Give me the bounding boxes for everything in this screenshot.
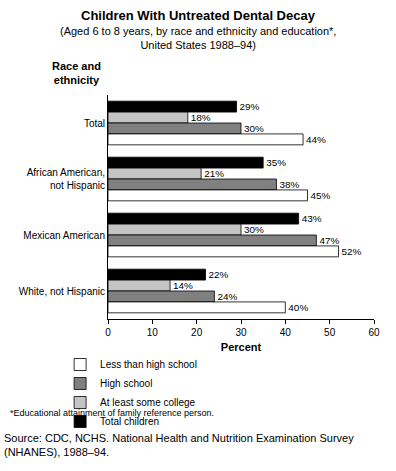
svg-text:50: 50 (324, 327, 336, 338)
svg-text:18%: 18% (191, 112, 211, 123)
svg-text:45%: 45% (311, 190, 331, 201)
svg-text:29%: 29% (240, 101, 260, 112)
svg-text:24%: 24% (217, 291, 237, 302)
svg-text:38%: 38% (279, 179, 299, 190)
svg-text:Source: CDC, NCHS. National He: Source: CDC, NCHS. National Health and N… (4, 432, 354, 458)
svg-text:*Educational attainment of fam: *Educational attainment of family refere… (10, 408, 214, 418)
svg-text:30%: 30% (244, 123, 264, 134)
svg-text:14%: 14% (173, 280, 193, 291)
svg-text:52%: 52% (342, 246, 362, 257)
svg-text:White, not Hispanic: White, not Hispanic (19, 286, 105, 297)
svg-text:Mexican American: Mexican American (23, 230, 105, 241)
svg-text:Children With Untreated Dental: Children With Untreated Dental Decay (81, 8, 316, 23)
svg-text:Total children: Total children (100, 416, 159, 427)
svg-text:30: 30 (235, 327, 247, 338)
svg-text:African American,not Hispanic: African American,not Hispanic (27, 167, 105, 191)
svg-text:High school: High school (100, 378, 152, 389)
svg-text:Less than high school: Less than high school (100, 359, 197, 370)
svg-text:35%: 35% (266, 157, 286, 168)
svg-text:40%: 40% (288, 302, 308, 313)
svg-text:(Aged 6 to 8 years, by race an: (Aged 6 to 8 years, by race and ethnicit… (60, 25, 336, 51)
svg-text:30%: 30% (244, 224, 264, 235)
svg-text:At least some college: At least some college (100, 397, 195, 408)
svg-text:20: 20 (191, 327, 203, 338)
svg-text:Total: Total (84, 118, 105, 129)
svg-text:47%: 47% (319, 235, 339, 246)
svg-text:60: 60 (368, 327, 380, 338)
svg-text:0: 0 (105, 327, 111, 338)
svg-text:Percent: Percent (221, 341, 262, 353)
svg-text:21%: 21% (204, 168, 224, 179)
svg-text:44%: 44% (306, 134, 326, 145)
svg-text:43%: 43% (302, 213, 322, 224)
svg-text:10: 10 (147, 327, 159, 338)
svg-text:Race andethnicity: Race andethnicity (52, 60, 101, 86)
svg-text:22%: 22% (209, 269, 229, 280)
svg-text:40: 40 (280, 327, 292, 338)
